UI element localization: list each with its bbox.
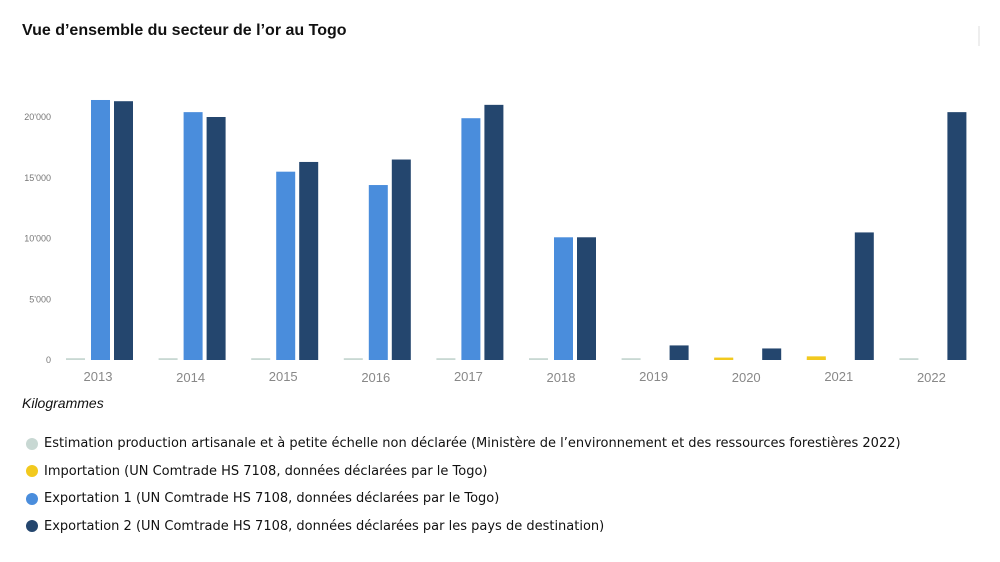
legend-label: Exportation 1 (UN Comtrade HS 7108, donn… [44, 491, 500, 507]
bar-artisanal-2018 [529, 358, 548, 360]
bar-exportation-2-2013 [114, 101, 133, 360]
legend: Estimation production artisanale et à pe… [26, 430, 901, 540]
x-tick-label: 2015 [269, 369, 298, 384]
legend-label: Importation (UN Comtrade HS 7108, donnée… [44, 463, 488, 479]
x-tick-label: 2014 [176, 370, 205, 385]
y-tick-label: 10'000 [24, 234, 51, 244]
x-tick-label: 2018 [547, 370, 576, 385]
unit-label: Kilogrammes [22, 395, 104, 411]
legend-item-exportation-2: Exportation 2 (UN Comtrade HS 7108, donn… [26, 513, 901, 541]
bar-importation-2021 [806, 356, 826, 360]
legend-item-artisanal: Estimation production artisanale et à pe… [26, 430, 901, 458]
legend-item-exportation-1: Exportation 1 (UN Comtrade HS 7108, donn… [26, 485, 901, 513]
x-tick-label: 2019 [639, 369, 668, 384]
bar-artisanal-2019 [621, 358, 641, 360]
y-tick-label: 15'000 [24, 173, 51, 183]
x-tick-label: 2021 [824, 369, 853, 384]
y-tick-label: 0 [46, 355, 51, 365]
bar-exportation-2-2018 [577, 237, 596, 360]
x-tick-label: 2020 [732, 370, 761, 385]
bar-artisanal-2013 [66, 358, 85, 360]
legend-label: Estimation production artisanale et à pe… [44, 436, 901, 452]
bar-importation-2020 [714, 357, 734, 360]
bar-exportation-1-2014 [183, 112, 203, 360]
bar-artisanal-2015 [251, 358, 271, 360]
bar-exportation-2-2014 [206, 117, 226, 360]
chart-title: Vue d’ensemble du secteur de l’or au Tog… [22, 22, 347, 39]
y-axis: 0 5'000 10'000 15'000 20'000 [24, 112, 51, 365]
bar-artisanal-2022 [899, 358, 919, 360]
bar-exportation-2-2017 [484, 104, 504, 360]
scrollbar-stub [978, 26, 980, 46]
legend-item-importation: Importation (UN Comtrade HS 7108, donnée… [26, 458, 901, 486]
bar-exportation-2-2022 [947, 112, 967, 360]
bar-exportation-1-2015 [276, 171, 296, 360]
x-tick-label: 2013 [84, 369, 113, 384]
bars [66, 99, 967, 361]
x-tick-label: 2016 [361, 370, 390, 385]
legend-swatch [26, 520, 38, 533]
bar-artisanal-2017 [436, 358, 456, 360]
bar-exportation-2-2019 [669, 345, 689, 360]
legend-swatch [26, 437, 38, 450]
y-tick-label: 5'000 [29, 294, 51, 304]
bar-exportation-2-2020 [762, 348, 782, 360]
x-tick-label: 2022 [917, 370, 946, 385]
legend-swatch [26, 492, 38, 505]
x-tick-label: 2017 [454, 369, 483, 384]
bar-exportation-1-2017 [461, 118, 481, 360]
bar-artisanal-2016 [343, 358, 363, 360]
bar-exportation-2-2016 [391, 159, 411, 360]
x-axis: 2013 2014 2015 2016 2017 2018 2019 2020 2021 2022 [84, 369, 946, 385]
bar-exportation-2-2021 [854, 232, 874, 360]
bar-exportation-1-2018 [554, 237, 573, 360]
y-tick-label: 20'000 [24, 112, 51, 122]
bar-exportation-2-2015 [299, 161, 319, 360]
legend-label: Exportation 2 (UN Comtrade HS 7108, donn… [44, 518, 605, 534]
legend-swatch [26, 465, 38, 478]
bar-artisanal-2014 [158, 358, 178, 360]
bar-exportation-1-2016 [368, 185, 388, 360]
bar-exportation-1-2013 [91, 99, 110, 361]
